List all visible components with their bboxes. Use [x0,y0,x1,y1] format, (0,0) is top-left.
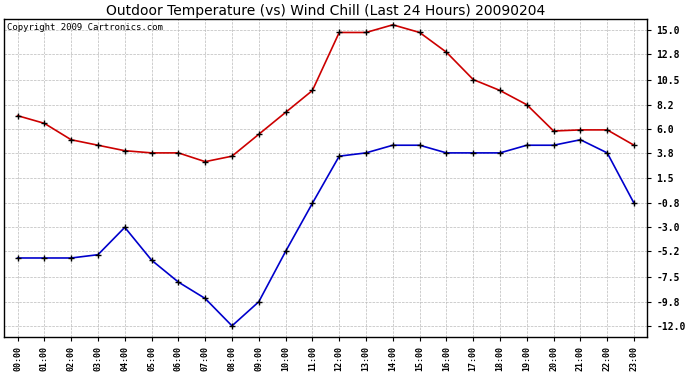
Title: Outdoor Temperature (vs) Wind Chill (Last 24 Hours) 20090204: Outdoor Temperature (vs) Wind Chill (Las… [106,4,545,18]
Text: Copyright 2009 Cartronics.com: Copyright 2009 Cartronics.com [8,22,164,32]
